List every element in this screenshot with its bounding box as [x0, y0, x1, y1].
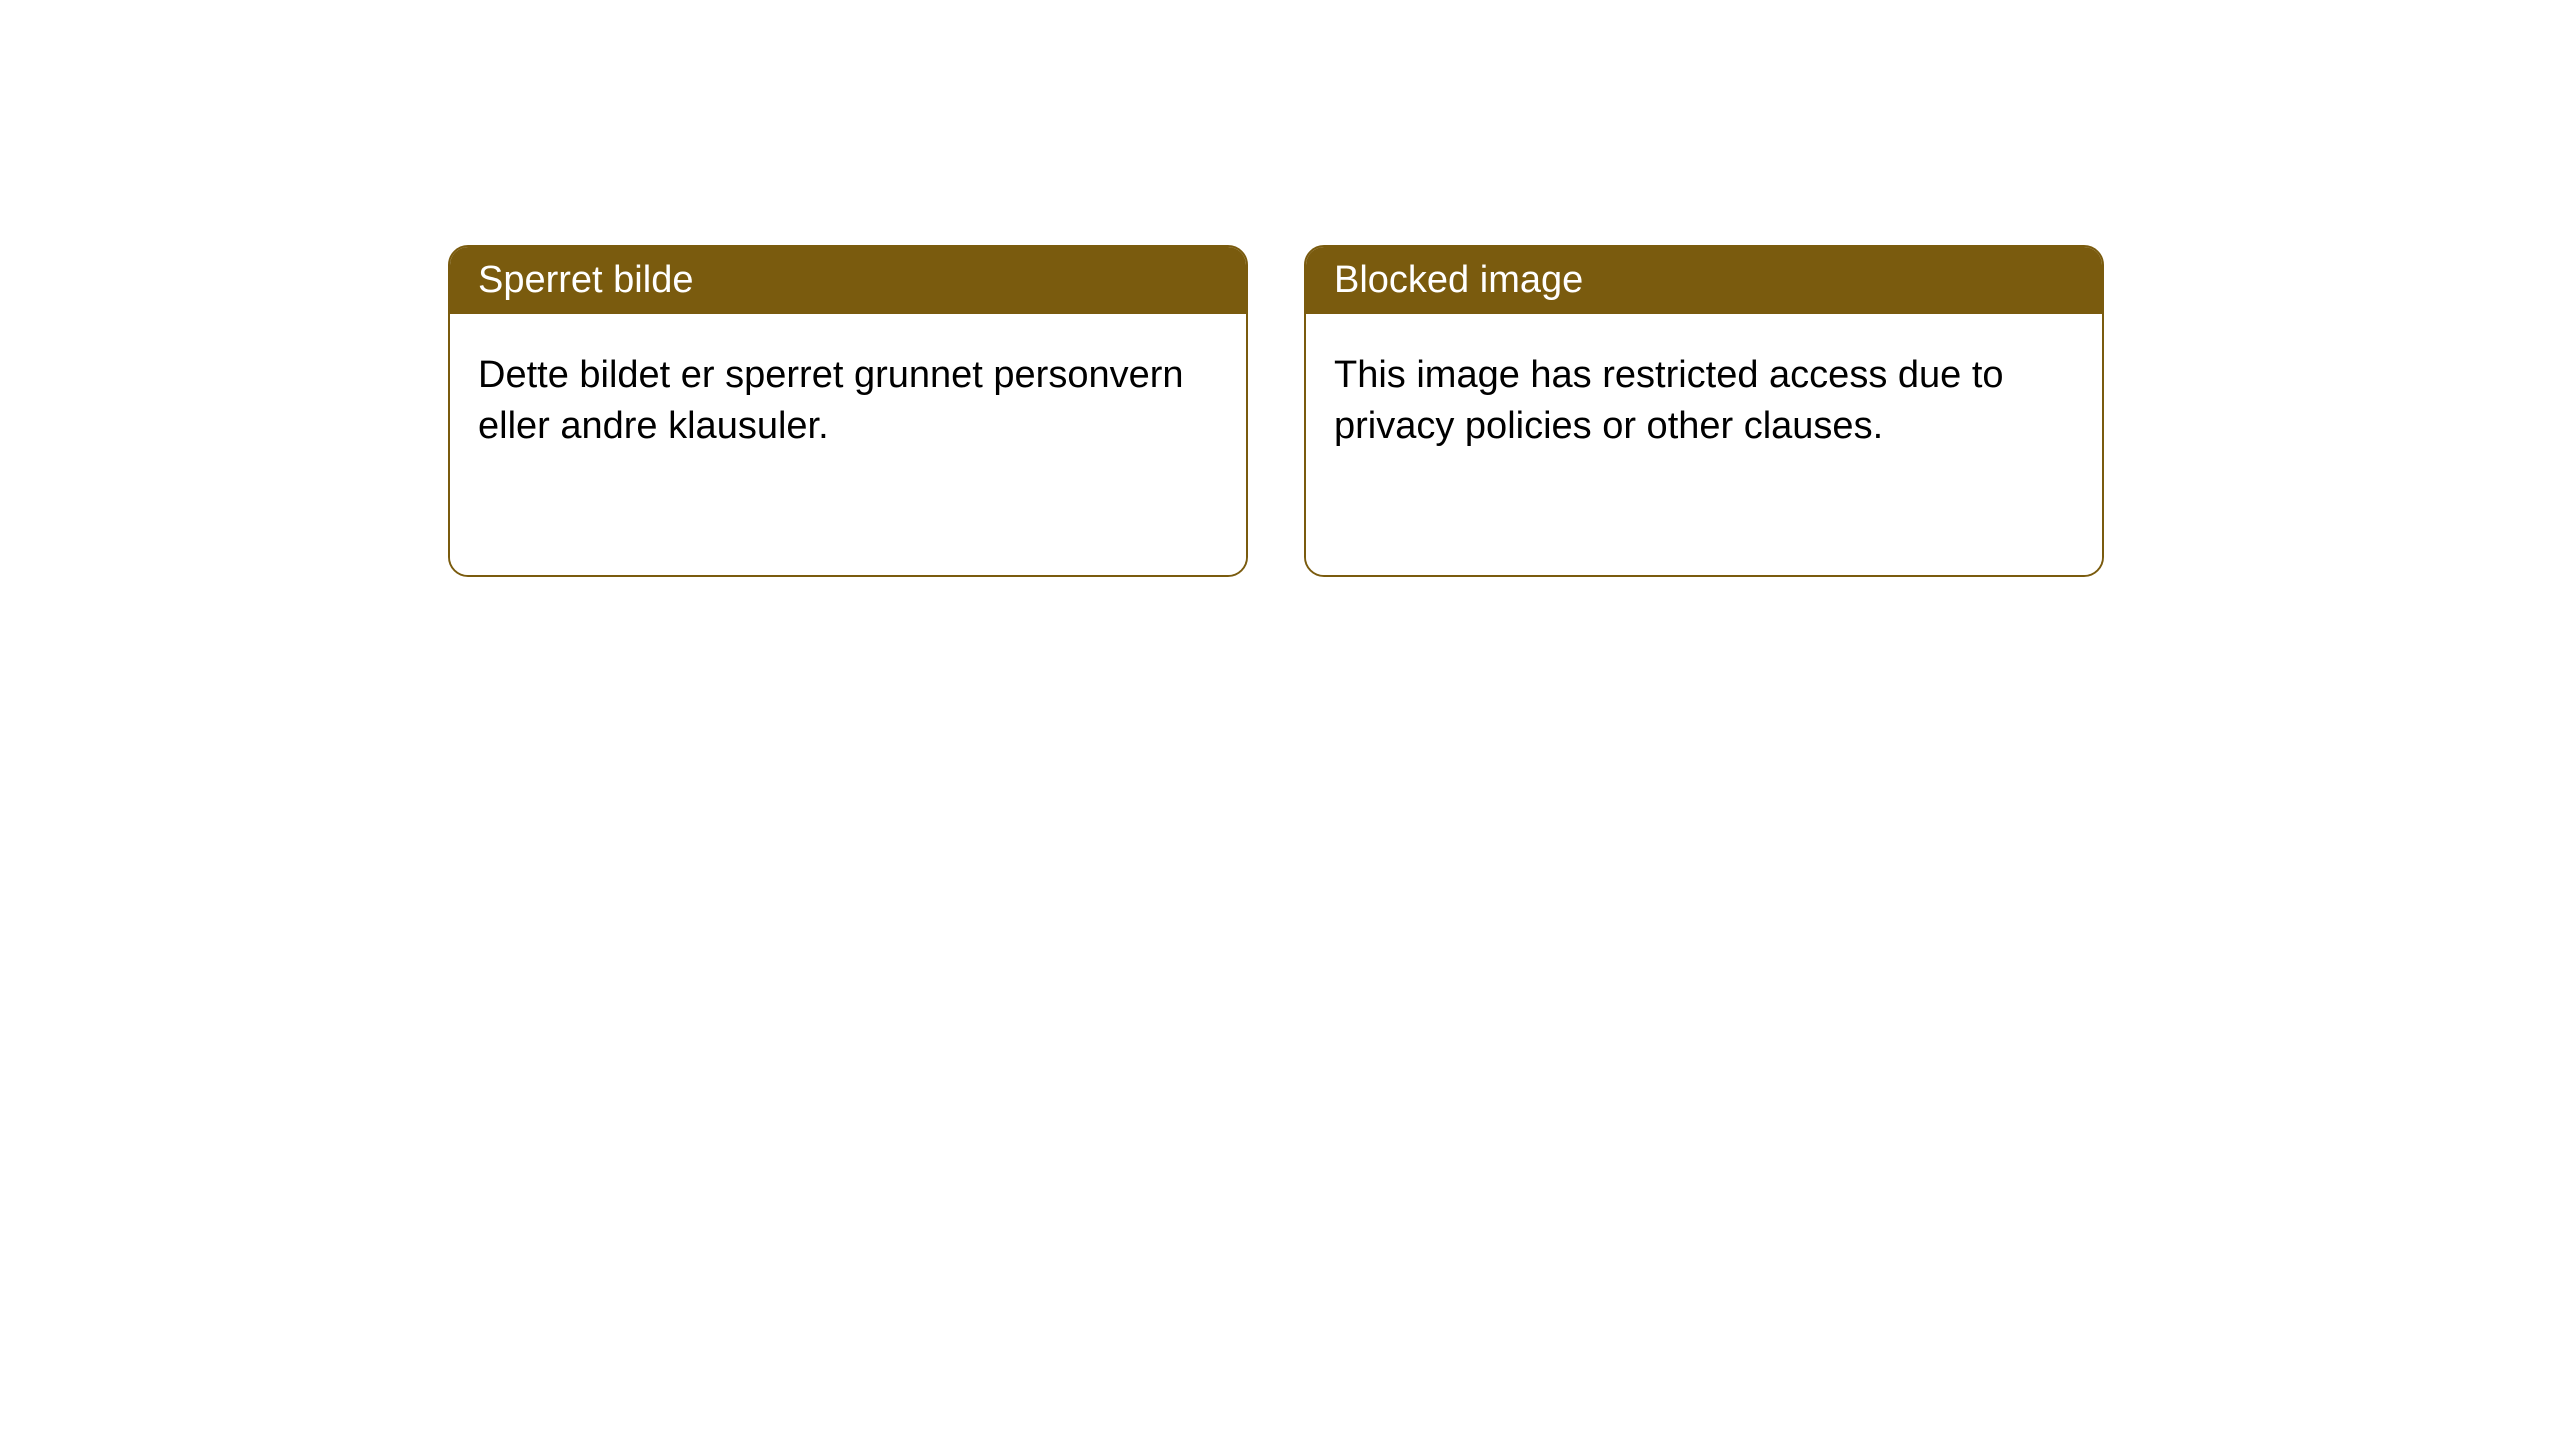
notice-title-english: Blocked image [1334, 259, 1583, 301]
notice-card-english: Blocked image This image has restricted … [1304, 245, 2104, 577]
notice-card-norwegian: Sperret bilde Dette bildet er sperret gr… [448, 245, 1248, 577]
notice-title-norwegian: Sperret bilde [478, 259, 693, 301]
notice-header-english: Blocked image [1306, 247, 2102, 314]
notice-text-english: This image has restricted access due to … [1334, 354, 2004, 447]
notice-header-norwegian: Sperret bilde [450, 247, 1246, 314]
notice-text-norwegian: Dette bildet er sperret grunnet personve… [478, 354, 1184, 447]
notice-body-norwegian: Dette bildet er sperret grunnet personve… [450, 314, 1246, 575]
notice-container: Sperret bilde Dette bildet er sperret gr… [448, 245, 2104, 577]
notice-body-english: This image has restricted access due to … [1306, 314, 2102, 575]
